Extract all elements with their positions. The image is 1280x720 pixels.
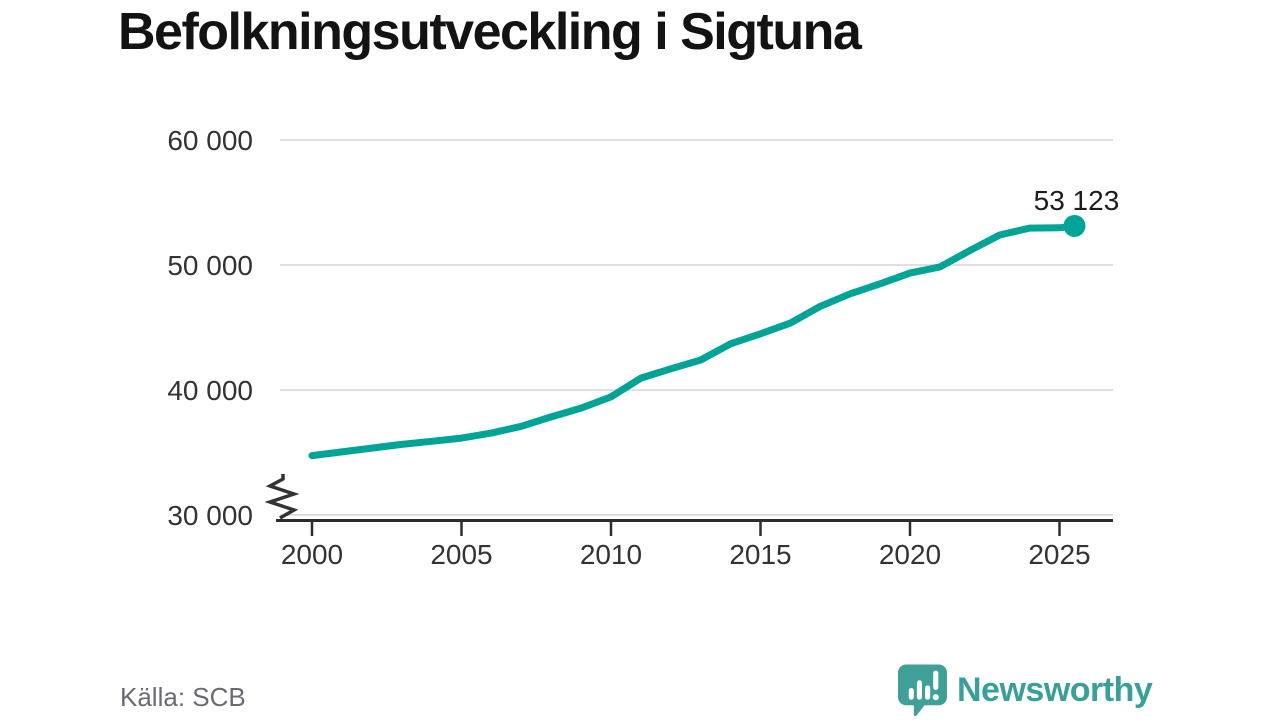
latest-point-dot — [1063, 214, 1086, 237]
logo-bar-medium — [925, 685, 931, 700]
newsworthy-logo-icon — [898, 664, 947, 717]
x-tick-label: 2020 — [879, 539, 941, 570]
brand-name: Newsworthy — [957, 670, 1153, 709]
logo-bar-tall — [916, 680, 922, 700]
speech-bubble-shape — [898, 664, 947, 717]
x-tick-label: 2005 — [430, 539, 492, 570]
chart-title: Befolkningsutveckling i Sigtuna — [118, 3, 862, 61]
logo-bar-short — [908, 687, 914, 700]
x-tick-label: 2015 — [729, 539, 791, 570]
newsworthy-logo: Newsworthy — [897, 663, 1153, 717]
x-tick-label: 2010 — [580, 539, 642, 570]
latest-value-label: 53 123 — [1034, 185, 1120, 216]
logo-exclamation-dot — [932, 694, 939, 701]
logo-exclamation-bar — [933, 670, 939, 690]
source-label: Källa: SCB — [120, 682, 246, 712]
x-tick-label: 2025 — [1028, 539, 1090, 570]
y-tick-label: 30 000 — [167, 500, 253, 531]
y-tick-label: 40 000 — [167, 375, 253, 406]
population-line — [308, 222, 1078, 460]
y-tick-label: 60 000 — [167, 125, 253, 156]
y-tick-label: 50 000 — [167, 250, 253, 281]
x-tick-layer: 2000 2005 2010 2015 2020 2025 — [281, 521, 1091, 570]
gridline-layer: 30 000 40 000 50 000 60 000 — [167, 125, 1113, 531]
series-layer: 53 123 — [308, 185, 1120, 460]
y-axis-break-icon — [264, 474, 300, 520]
x-tick-label: 2000 — [281, 539, 343, 570]
